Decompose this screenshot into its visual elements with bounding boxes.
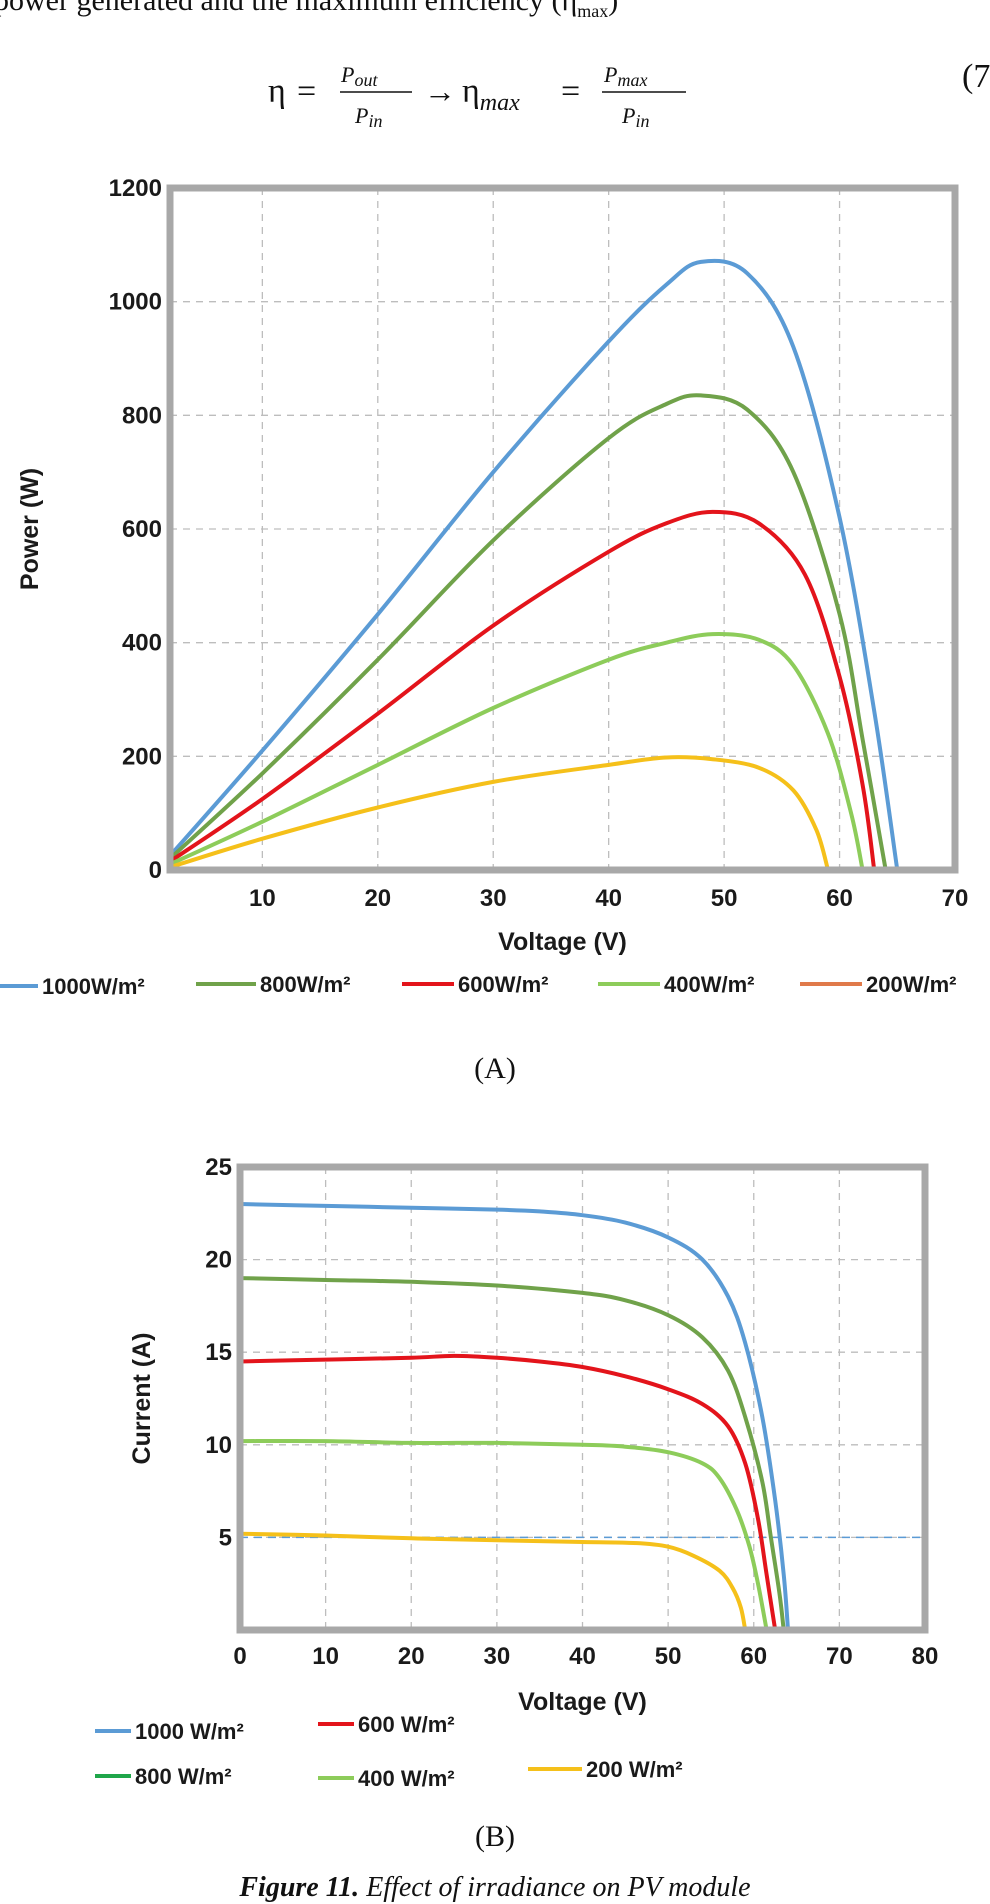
chart-a-legend-label-4: 400W/m² <box>664 972 754 997</box>
chart-b-ytick-label-1: 10 <box>205 1432 232 1459</box>
text-line-top: power generated and the maximum efficien… <box>0 0 619 21</box>
chart-b-xtick-label-1: 10 <box>312 1643 339 1670</box>
chart-b-y-axis-title: Current (A) <box>128 1333 156 1465</box>
chart-a-legend-label-2: 800W/m² <box>260 972 350 997</box>
chart-a-legend-label-3: 600W/m² <box>458 972 548 997</box>
chart-b-legend-label-2: 600 W/m² <box>358 1712 455 1737</box>
chart-b-plot-frame <box>236 1163 929 1634</box>
chart-b-xtick-label-3: 30 <box>484 1643 511 1670</box>
chart-a-xtick-label-0: 10 <box>249 885 276 912</box>
chart-a-xtick-label-1: 20 <box>364 885 391 912</box>
chart-a-xtick-label-2: 30 <box>480 885 507 912</box>
chart-b-xtick-label-7: 70 <box>826 1643 853 1670</box>
chart-a-xtick-label-4: 50 <box>711 885 738 912</box>
chart-b-series-5 <box>238 1531 748 1632</box>
chart-b-xtick-label-5: 50 <box>655 1643 682 1670</box>
chart-a-series-3 <box>168 509 877 872</box>
chart-b-xtick-label-6: 60 <box>740 1643 767 1670</box>
chart-a-series-1 <box>168 258 900 872</box>
equation-number: (7 <box>962 58 990 95</box>
chart-b-series-3 <box>238 1353 778 1632</box>
chart-a-xtick-label-5: 60 <box>826 885 853 912</box>
chart-b-ytick-label-4: 25 <box>205 1154 232 1181</box>
chart-a-ytick-label-2: 400 <box>122 630 162 657</box>
chart-b-ytick-label-3: 20 <box>205 1247 232 1274</box>
chart-b-series-4 <box>238 1438 769 1632</box>
chart-b-xtick-label-8: 80 <box>912 1643 939 1670</box>
chart-b-xtick-label-2: 20 <box>398 1643 425 1670</box>
eq-equals-1: = <box>297 73 316 110</box>
chart-a-series-4 <box>168 632 865 872</box>
chart-a-ytick-label-6: 1200 <box>109 175 162 202</box>
caption-label: Figure 11. <box>239 1872 360 1903</box>
chart-a-legend-label-1: 1000W/m² <box>42 974 145 999</box>
eq-p-in: Pin <box>354 103 382 131</box>
panel-a-label: (A) <box>474 1052 516 1085</box>
chart-b-legend-label-5: 200 W/m² <box>586 1757 683 1782</box>
chart-b-x-axis-title: Voltage (V) <box>518 1688 647 1716</box>
chart-a-ytick-label-3: 600 <box>122 516 162 543</box>
chart-b-ytick-label-2: 15 <box>205 1339 232 1366</box>
chart-b-series-1 <box>238 1202 790 1632</box>
chart-b-legend-label-4: 400 W/m² <box>358 1766 455 1791</box>
panel-b-label: (B) <box>475 1820 515 1853</box>
chart-a-series-5 <box>168 755 830 872</box>
chart-a-x-axis-title: Voltage (V) <box>498 928 627 956</box>
chart-b-xtick-label-0: 0 <box>233 1643 246 1670</box>
figure-caption: Figure 11. Effect of irradiance on PV mo… <box>0 1872 990 1904</box>
eq-p-max: Pmax <box>603 62 647 90</box>
chart-b-xtick-label-4: 40 <box>569 1643 596 1670</box>
chart-a-y-axis-title: Power (W) <box>16 468 44 590</box>
current-voltage-chart: 0 10 20 30 40 50 60 70 80 5 10 15 20 25 Voltage (V) Cur… <box>95 1154 939 1791</box>
eq-eta-max: ηmax <box>462 73 520 116</box>
chart-a-xtick-label-6: 70 <box>942 885 969 912</box>
chart-a-series-2 <box>168 393 888 872</box>
eq-arrow: → <box>424 73 456 109</box>
chart-a-ytick-label-0: 0 <box>149 857 162 884</box>
chart-a-xtick-label-3: 40 <box>595 885 622 912</box>
chart-b-ytick-label-0: 5 <box>219 1524 232 1551</box>
chart-b-series-2 <box>238 1276 786 1632</box>
eq-p-in-2: Pin <box>621 103 649 131</box>
chart-a-ytick-label-5: 1000 <box>109 289 162 316</box>
chart-b-legend-label-1: 1000 W/m² <box>135 1719 244 1744</box>
chart-a-legend-label-5: 200W/m² <box>866 972 956 997</box>
power-voltage-chart: 10 20 30 40 50 60 70 0 200 400 600 800 1000 1200 Volta… <box>0 175 969 999</box>
chart-a-ytick-label-4: 800 <box>122 402 162 429</box>
eq-eta: η <box>268 73 286 110</box>
chart-a-plot-frame <box>166 184 959 874</box>
chart-a-ytick-label-1: 200 <box>122 743 162 770</box>
eq-equals-2: = <box>561 73 580 110</box>
chart-b-legend-label-3: 800 W/m² <box>135 1764 232 1789</box>
eq-p-out: Pout <box>340 62 378 90</box>
caption-text: Effect of irradiance on PV module <box>359 1872 751 1903</box>
efficiency-equation: η = Pout Pin → ηmax = Pmax Pin <box>268 62 686 131</box>
